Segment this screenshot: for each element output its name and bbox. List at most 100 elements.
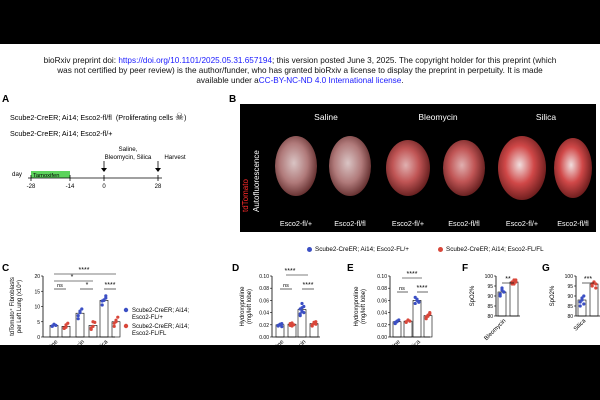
timeline-day-label: day — [12, 171, 23, 178]
data-point-e-1 — [426, 314, 430, 318]
y-tick-label-g: 80 — [567, 314, 573, 320]
sig-label-c: * — [71, 274, 74, 281]
legend-top-blue: Scube2-CreER; Ai14; Esco2-FL/+ — [307, 246, 409, 253]
y-tick-label-e: 0.08 — [377, 286, 387, 292]
skull-icon: ☠ — [175, 112, 184, 123]
x-tick-label-c: Silica — [95, 339, 110, 345]
y-tick-label-g: 95 — [567, 284, 573, 290]
data-point-c-1 — [62, 326, 66, 330]
y-tick-label-f: 100 — [485, 274, 494, 280]
y-tick-label-g: 100 — [565, 274, 574, 280]
lung-image-bleomycin-fl-fl — [443, 140, 485, 196]
y-tick-label-c: 10 — [34, 305, 40, 311]
genotype-label-4: Esco2-fl/fl — [448, 219, 480, 228]
data-point-c-1 — [112, 324, 116, 328]
data-point-c-0 — [76, 314, 80, 318]
sig-label-c: **** — [79, 267, 90, 274]
preprint-header-line3: available under aCC-BY-NC-ND 4.0 Interna… — [196, 76, 404, 85]
y-tick-label-e: 0.00 — [377, 335, 387, 341]
data-point-f-0 — [502, 290, 506, 294]
day-m28-label: -28 — [27, 184, 36, 190]
genotype-label-1: Esco2-fl/+ — [280, 219, 312, 228]
y-tick-label-f: 95 — [487, 284, 493, 290]
y-axis-label-g: SpO2% — [550, 285, 556, 306]
panel-label-b: B — [229, 94, 237, 105]
data-point-e-0 — [413, 295, 417, 299]
y-tick-label-c: 5 — [37, 320, 40, 326]
sig-label-e: **** — [407, 271, 418, 278]
y-tick-label-c: 15 — [34, 289, 40, 295]
panel-label-f: F — [462, 263, 468, 274]
data-point-g-0 — [580, 296, 584, 300]
lung-image-silica-fl-plus — [498, 136, 546, 200]
lung-image-saline-fl-fl — [329, 136, 371, 196]
x-tick-label-e: Silica — [408, 339, 423, 345]
sig-label-e: **** — [417, 285, 428, 292]
data-point-c-0 — [80, 307, 84, 311]
timeline-diagram: Saline, Bleomycin, Silica Harvest day Ta… — [12, 146, 186, 190]
x-tick-label-d: Saline — [269, 339, 286, 345]
y-tick-label-d: 0.10 — [259, 274, 269, 280]
data-point-d-0 — [298, 312, 302, 316]
y-tick-label-c: 0 — [37, 335, 40, 341]
sig-label-d: ns — [283, 283, 289, 289]
timeline-treatment-line2: Bleomycin, Silica — [105, 154, 152, 161]
data-point-d-0 — [278, 322, 282, 326]
data-point-c-1 — [116, 315, 120, 319]
day-0-label: 0 — [102, 184, 106, 190]
x-tick-label-d: Bleomycin — [284, 339, 308, 345]
data-point-e-0 — [395, 320, 399, 324]
sig-label-e: ns — [399, 286, 405, 292]
day-m14-label: -14 — [66, 184, 75, 190]
sig-label-c: ns — [57, 283, 63, 289]
sig-label-f: ** — [505, 276, 511, 283]
y-axis-label-f: SpO2% — [470, 285, 476, 306]
data-point-f-1 — [514, 278, 518, 282]
data-point-d-0 — [280, 325, 284, 329]
y-tick-label-g: 85 — [567, 304, 573, 310]
panel-label-a: A — [2, 94, 10, 105]
y-tick-label-e: 0.04 — [377, 311, 387, 317]
y-tick-label-e: 0.06 — [377, 298, 387, 304]
lung-image-bleomycin-fl-plus — [386, 140, 430, 196]
y-axis-label-e: (mg/left lobe) — [361, 289, 367, 324]
y-tick-label-d: 0.02 — [259, 323, 269, 329]
harvest-arrowhead — [155, 168, 161, 172]
autofluorescence-label: Autofluorescence — [252, 150, 261, 212]
doi-link[interactable]: https://doi.org/10.1101/2025.05.31.65719… — [118, 56, 273, 65]
x-tick-label-g: Silica — [573, 318, 588, 333]
data-point-d-1 — [290, 324, 294, 328]
legend-top-red: Scube2-CreER; Ai14; Esco2-FL/FL — [438, 246, 544, 253]
data-point-c-1 — [64, 323, 68, 327]
y-tick-label-f: 85 — [487, 304, 493, 310]
micrograph-panel: tdTomato Autofluorescence Saline Bleomyc… — [240, 104, 596, 232]
data-point-f-0 — [498, 294, 502, 298]
x-tick-label-e: Saline — [386, 339, 403, 345]
data-point-c-0 — [76, 317, 80, 321]
license-link[interactable]: CC-BY-NC-ND 4.0 International license — [258, 76, 402, 85]
bar-g-1-0 — [589, 283, 599, 317]
genotype-label-5: Esco2-fl/+ — [506, 219, 538, 228]
data-point-g-0 — [578, 300, 582, 304]
y-tick-label-d: 0.08 — [259, 286, 269, 292]
panel-label-g: G — [542, 263, 550, 274]
y-tick-label-d: 0.00 — [259, 335, 269, 341]
legend-c-label: Scube2-CreER; Ai14; — [132, 308, 189, 314]
legend-c-dot-icon — [123, 323, 129, 329]
bar-d-0-1 — [297, 309, 307, 338]
data-point-g-1 — [594, 286, 598, 290]
y-tick-label-e: 0.02 — [377, 323, 387, 329]
data-point-e-1 — [428, 312, 432, 316]
bar-e-0-1 — [412, 300, 422, 338]
figure-page: bioRxiv preprint doi: https://doi.org/10… — [0, 44, 600, 345]
genotype-label-6: Esco2-fl/fl — [557, 219, 589, 228]
data-point-e-1 — [408, 319, 412, 323]
legend-c-label: Esco2-FL/+ — [132, 315, 163, 321]
data-point-d-1 — [310, 323, 314, 327]
data-point-d-1 — [314, 322, 318, 326]
y-tick-label-g: 90 — [567, 294, 573, 300]
data-point-c-0 — [100, 303, 104, 307]
legend-c-label: Esco2-FL/FL — [132, 331, 167, 337]
bar-f-1-0 — [509, 281, 519, 317]
preprint-header-line1: bioRxiv preprint doi: https://doi.org/10… — [43, 56, 557, 65]
